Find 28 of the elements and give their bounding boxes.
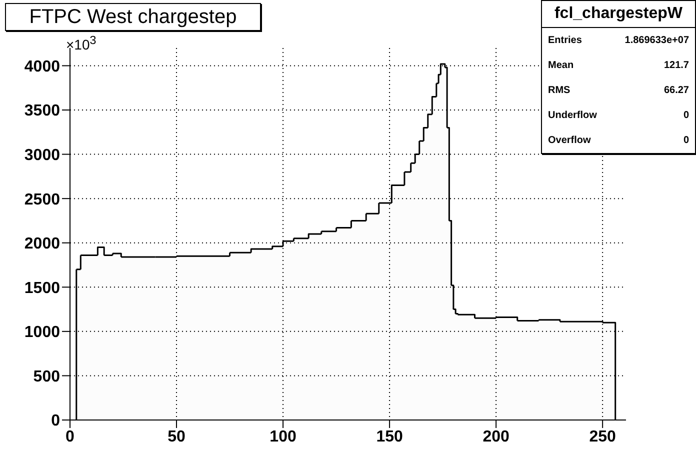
annotation: Underflow (548, 109, 597, 123)
text: 66.27 (664, 84, 689, 98)
y-tick-label: 3500 (24, 102, 60, 120)
x-tick-label: 250 (589, 428, 616, 446)
x-tick-label: 50 (168, 428, 186, 446)
annotation: ×10$^{3}$ (66, 33, 96, 53)
y-tick-label: 1500 (24, 280, 60, 297)
text: fcl_chargestepW (542, 1, 695, 28)
annotation: RMS (548, 84, 570, 98)
text: 0 (683, 134, 689, 148)
y-tick-label: 2500 (24, 191, 60, 208)
annotation: Mean (548, 59, 574, 73)
y-tick-label: 500 (33, 368, 60, 386)
annotation: Overflow (548, 134, 591, 148)
x-tick-label: 100 (270, 428, 296, 446)
x-tick-label: 0 (66, 428, 75, 446)
text: 121.7 (664, 59, 689, 73)
text: Entries (548, 34, 582, 48)
text: 1.869633e+07 (624, 34, 689, 48)
text: 0 (683, 109, 689, 123)
y-tick-label: 1000 (24, 324, 60, 342)
x-tick-label: 200 (482, 428, 510, 446)
y-tick-label: 2000 (24, 236, 60, 253)
x-tick-label: 150 (376, 428, 403, 446)
chart-title: FTPC West chargestep (5, 3, 261, 31)
y-tick-label: 3000 (24, 146, 60, 164)
y-tick-label: 0 (51, 412, 60, 430)
y-tick-label: 4000 (24, 58, 60, 76)
